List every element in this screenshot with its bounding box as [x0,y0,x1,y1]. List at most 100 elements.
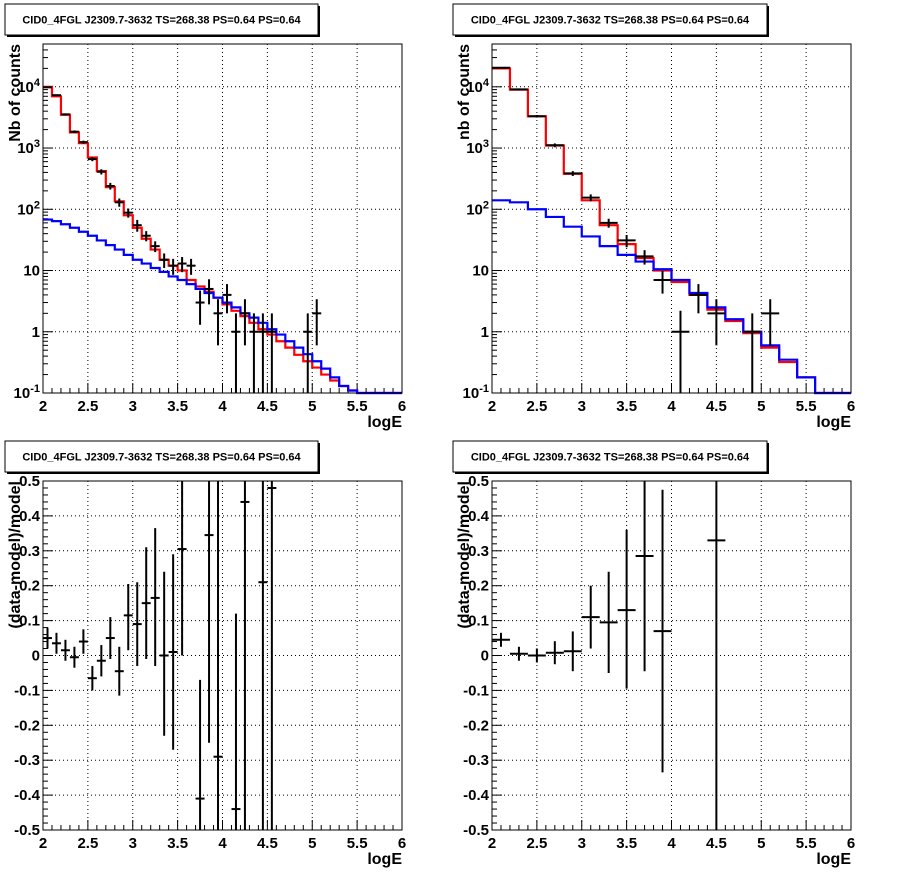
data-point [545,641,564,665]
plot-frame [42,480,403,831]
data-point [123,583,133,651]
data-point [527,648,546,663]
x-tick-label: 4 [218,835,227,852]
x-axis-title: logE [367,414,402,431]
data-points [492,481,726,830]
x-tick-label: 4.5 [706,835,727,852]
x-tick-label: 2 [39,835,47,852]
x-tick-label: 2.5 [77,398,98,415]
background-model-histogram [43,218,402,395]
data-point [671,310,690,393]
data-point [168,554,178,750]
y-tick-label: 102 [17,199,40,218]
x-tick-label: 2.5 [526,835,547,852]
y-tick-label: 102 [466,199,489,218]
data-point [87,665,97,691]
y-tick-label: -0.3 [14,752,40,769]
x-tick-label: 3.5 [167,835,188,852]
data-point [204,279,214,305]
y-tick-label: 10-1 [14,383,40,402]
data-point [249,313,259,393]
y-tick-label: 10 [472,263,489,280]
y-tick-label: 0.2 [468,578,489,595]
x-tick-label: 4 [667,398,676,415]
data-point [69,130,79,134]
chart-title: CID0_4FGL J2309.7-3632 TS=268.38 PS=0.64… [471,452,750,464]
data-point [743,313,762,393]
y-tick-label: 0.1 [468,613,489,630]
y-tick-exponent: -1 [479,383,489,395]
x-tick-label: 2 [488,835,496,852]
y-axis-title: Nb of counts [7,44,24,142]
x-tick-labels: 2 2.5 3 3.5 4 4.5 5 5.5 6 [39,835,406,852]
data-point [195,290,205,325]
y-tick-label: -0.2 [463,717,489,734]
data-point [96,169,106,175]
data-point [312,299,322,346]
data-point [123,208,133,218]
y-tick-label: 0.3 [19,543,40,560]
data-point [258,481,268,830]
data-point [105,617,115,659]
y-tick-label: -0.3 [463,752,489,769]
x-tick-label: 5.5 [796,835,817,852]
y-tick-labels: 0.5 0.4 0.3 0.2 0.1 0 -0.1 -0.2 -0.3 -0.4 -0.5 [14,473,41,839]
y-tick-label: 10-1 [463,383,489,402]
x-tick-label: 2 [39,398,47,415]
data-point [581,585,600,649]
x-tick-label: 3 [129,835,137,852]
data-point [150,241,160,253]
data-point [159,571,169,736]
x-tick-label: 5.5 [347,398,368,415]
data-point [267,313,277,393]
title-box [4,440,319,473]
data-point [132,582,142,666]
y-tick-label: -0.1 [14,682,40,699]
y-tick-exponent: 2 [483,199,489,211]
data-point [689,284,708,314]
y-tick-label: 0.4 [468,508,490,525]
data-point [141,547,151,659]
x-tick-label: 3.5 [616,398,637,415]
x-tick-labels: 2 2.5 3 3.5 4 4.5 5 5.5 6 [39,398,406,415]
x-tick-label: 3 [578,835,586,852]
y-axis-title: nb of counts [456,44,473,140]
data-point [177,481,187,656]
chart-panel-3: 2 2.5 3 3.5 4 4.5 5 5.5 6 0.5 0.4 0.3 0.2 0.1 0 -0.1 -0.… [4,440,406,868]
data-point [509,646,528,661]
data-point [707,299,726,346]
y-axis-title: (data-model)/model [7,481,24,629]
y-tick-exponent: 3 [483,138,489,150]
x-axis-title: logE [816,414,851,431]
y-tick-label: 0.5 [468,473,489,490]
data-point [231,613,241,830]
data-point [60,639,70,661]
data-point [87,157,97,162]
data-point [653,489,672,773]
chart-title: CID0_4FGL J2309.7-3632 TS=268.38 PS=0.64… [22,15,301,27]
y-tick-label: -0.4 [14,787,41,804]
data-point [213,299,223,346]
x-axis-title: logE [816,851,851,868]
y-tick-exponent: 2 [34,199,40,211]
data-points [43,481,277,830]
y-tick-label: -0.5 [14,822,40,839]
x-tick-label: 5 [757,398,765,415]
data-point [204,481,214,743]
x-tick-label: 6 [398,835,406,852]
y-tick-labels: 0.5 0.4 0.3 0.2 0.1 0 -0.1 -0.2 -0.3 -0.4 -0.5 [463,473,490,839]
y-tick-label: -0.5 [463,822,489,839]
data-point [563,631,582,672]
data-point [599,218,618,228]
x-tick-label: 3.5 [167,398,188,415]
data-point [60,113,70,116]
data-point [267,481,277,830]
y-tick-label: -0.4 [463,787,490,804]
data-point [222,284,232,314]
data-point [51,632,61,654]
axis-ticks [491,43,852,394]
y-axis-title: (data-model)/model [456,481,473,629]
data-point [545,143,564,148]
data-point [43,627,52,649]
